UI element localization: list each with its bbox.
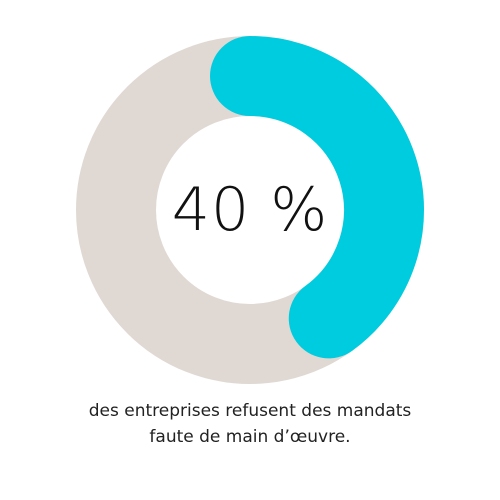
caption-line-1: des entreprises refusent des mandats (88, 401, 412, 421)
caption-line-2: faute de main d’œuvre. (149, 427, 351, 447)
chart-caption: des entreprises refusent des mandats fau… (0, 398, 500, 450)
center-value: 40 % (171, 175, 329, 245)
donut-slice-highlight (210, 36, 424, 359)
